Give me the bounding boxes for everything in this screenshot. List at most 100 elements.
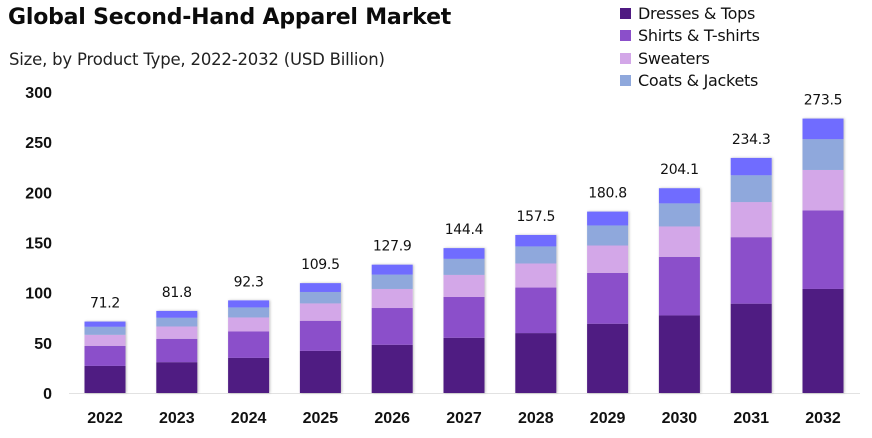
bar-segment-dresses-tops: [371, 344, 413, 393]
bar-segment-shirts-t-shirts: [443, 296, 485, 338]
x-tick-label: 2026: [374, 410, 410, 427]
y-tick-label: 150: [25, 236, 52, 253]
bar-segment-others: [443, 248, 485, 259]
bar-segment-sweaters: [299, 303, 341, 321]
bar-segment-shirts-t-shirts: [156, 338, 198, 363]
bar-segment-shirts-t-shirts: [371, 308, 413, 345]
y-tick-label: 200: [25, 185, 52, 202]
total-label: 180.8: [588, 186, 627, 202]
total-label: 127.9: [373, 239, 412, 255]
bar-segment-others: [156, 310, 198, 318]
bar-segment-coats-jackets: [658, 203, 700, 227]
bar-stack-2031: [730, 157, 772, 393]
total-label: 204.1: [660, 162, 699, 178]
x-tick-label: 2029: [590, 410, 626, 427]
legend-swatch: [620, 52, 631, 64]
y-tick-label: 100: [25, 286, 52, 303]
x-tick-label: 2032: [805, 410, 841, 427]
bar-segment-others: [802, 118, 844, 140]
x-tick-label: 2023: [159, 410, 195, 427]
y-tick-label: 50: [34, 336, 52, 353]
bar-stack-2024: [228, 300, 270, 393]
legend-item-dresses-tops: Dresses & Tops: [620, 2, 760, 25]
bar-segment-coats-jackets: [156, 317, 198, 327]
legend-item-shirts-tshirts: Shirts & T-shirts: [620, 25, 760, 48]
bar-segment-sweaters: [587, 245, 629, 273]
legend-item-coats-jackets: Coats & Jackets: [620, 70, 760, 93]
x-tick-label: 2031: [733, 410, 769, 427]
x-tick-label: 2030: [662, 410, 698, 427]
bar-segment-coats-jackets: [228, 307, 270, 318]
bar-segment-coats-jackets: [84, 326, 126, 335]
x-axis: 2022 2023 2024 2025 2026 2027 2028 2029 2030 2031…: [69, 393, 860, 427]
bar-stack-2028: [515, 234, 557, 393]
total-label: 234.3: [732, 132, 771, 148]
bar-segment-shirts-t-shirts: [299, 320, 341, 351]
bar-segment-others: [658, 188, 700, 204]
bar-segment-dresses-tops: [443, 337, 485, 393]
total-labels: 71.2 81.8 92.3 109.5 127.9 144.4 157.5 180.8 204…: [90, 93, 843, 312]
y-axis: 0 50 100 150 200 250 300: [25, 85, 52, 403]
bar-segment-coats-jackets: [587, 225, 629, 246]
bar-stack-2030: [658, 188, 700, 393]
bar-segment-others: [299, 283, 341, 292]
bar-segment-coats-jackets: [443, 258, 485, 275]
total-label: 71.2: [90, 296, 120, 312]
bar-segment-coats-jackets: [515, 246, 557, 264]
bar-stack-2023: [156, 310, 198, 393]
bar-segment-shirts-t-shirts: [587, 272, 629, 324]
legend-label: Sweaters: [638, 48, 710, 68]
bar-stack-2022: [84, 321, 126, 393]
x-tick-label: 2028: [518, 410, 554, 427]
bar-segment-shirts-t-shirts: [515, 287, 557, 334]
bar-segment-others: [228, 300, 270, 308]
legend-label: Coats & Jackets: [638, 71, 758, 91]
bar-segment-dresses-tops: [515, 333, 557, 393]
bar-segment-others: [730, 157, 772, 176]
bar-stack-2025: [299, 283, 341, 393]
bar-stack-2032: [802, 118, 844, 393]
bar-segment-dresses-tops: [156, 362, 198, 393]
bar-segment-sweaters: [658, 226, 700, 257]
bar-stack-2026: [371, 264, 413, 393]
bar-segment-coats-jackets: [299, 291, 341, 304]
bar-segment-coats-jackets: [730, 175, 772, 203]
y-tick-label: 250: [25, 135, 52, 152]
chart-subtitle: Size, by Product Type, 2022-2032 (USD Bi…: [9, 50, 385, 69]
total-label: 144.4: [445, 222, 484, 238]
legend-swatch: [620, 75, 631, 87]
bar-segment-shirts-t-shirts: [802, 210, 844, 289]
bar-segment-coats-jackets: [371, 274, 413, 289]
total-label: 157.5: [517, 209, 556, 225]
total-label: 81.8: [162, 285, 192, 301]
bar-segment-dresses-tops: [658, 315, 700, 393]
total-label: 109.5: [301, 257, 340, 273]
bar-stack-2029: [587, 211, 629, 393]
legend-label: Shirts & T-shirts: [638, 26, 760, 46]
bars: [84, 118, 844, 393]
bar-segment-others: [587, 211, 629, 226]
legend-swatch: [620, 30, 631, 42]
x-tick-label: 2024: [231, 410, 267, 427]
bar-segment-shirts-t-shirts: [730, 237, 772, 304]
total-label: 273.5: [804, 93, 843, 109]
bar-segment-dresses-tops: [228, 357, 270, 393]
x-tick-label: 2022: [87, 410, 123, 427]
bar-segment-shirts-t-shirts: [658, 256, 700, 316]
bar-segment-sweaters: [371, 288, 413, 309]
bar-segment-dresses-tops: [587, 323, 629, 393]
x-tick-label: 2027: [446, 410, 482, 427]
total-label: 92.3: [234, 274, 264, 290]
chart-title: Global Second-Hand Apparel Market: [8, 5, 452, 30]
bar-segment-dresses-tops: [299, 350, 341, 393]
legend-label: Dresses & Tops: [638, 3, 756, 23]
bar-segment-dresses-tops: [730, 303, 772, 393]
bar-stack-2027: [443, 248, 485, 393]
legend-swatch: [620, 7, 631, 19]
bar-segment-sweaters: [443, 274, 485, 297]
legend-item-sweaters: Sweaters: [620, 47, 760, 70]
y-tick-label: 0: [43, 386, 52, 403]
bar-segment-sweaters: [802, 169, 844, 211]
bar-segment-others: [515, 234, 557, 247]
